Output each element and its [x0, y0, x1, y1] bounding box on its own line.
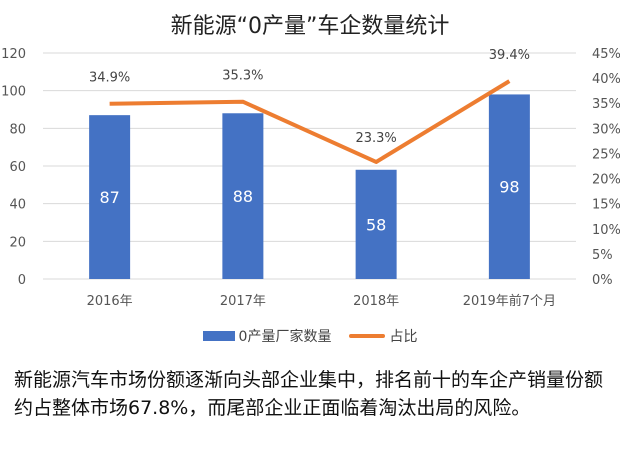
bar-data-label: 87	[99, 188, 119, 207]
y-right-tick-label: 35%	[592, 97, 620, 112]
y-right-tick-label: 20%	[592, 173, 620, 188]
bar	[488, 94, 530, 279]
chart-title: 新能源“0产量”车企数量统计	[170, 14, 450, 39]
y-left-tick-label: 40	[9, 198, 26, 213]
y-right-tick-label: 10%	[592, 223, 620, 238]
legend-swatch-line	[349, 334, 386, 338]
y-right-tick-label: 30%	[592, 122, 620, 137]
line-data-label: 35.3%	[222, 69, 263, 84]
bar-data-label: 58	[366, 215, 386, 234]
legend-item-line: 占比	[349, 326, 417, 346]
legend: 0产量厂家数量 占比	[0, 326, 620, 346]
y-right-tick-label: 45%	[592, 47, 620, 62]
chart: 0 20 40 60 80 100 120 0% 5% 10% 15% 20% 25% 30% 35% 40%…	[1, 47, 620, 309]
line-series	[109, 79, 511, 164]
y-right-tick-label: 5%	[592, 248, 613, 263]
bar-data-label: 98	[499, 178, 519, 197]
bar	[355, 169, 397, 279]
legend-label-bar: 0产量厂家数量	[238, 329, 332, 345]
bar	[222, 113, 264, 280]
line-data-label: 34.9%	[89, 71, 130, 86]
caption: 新能源汽车市场份额逐渐向头部企业集中，排名前十的车企产销量份额约占整体市场67.…	[14, 369, 604, 419]
y-left-tick-label: 20	[9, 235, 26, 250]
y-left-tick-label: 100	[1, 85, 26, 100]
y-left-tick-label: 120	[1, 47, 26, 62]
legend-label-line: 占比	[389, 329, 418, 345]
x-tick-label: 2019年前7个月	[463, 293, 556, 309]
bar	[89, 115, 131, 280]
x-tick-label: 2016年	[87, 294, 133, 309]
y-right-tick-label: 0%	[592, 273, 613, 288]
line-data-label: 39.4%	[489, 48, 530, 63]
y-right-tick-label: 25%	[592, 147, 620, 162]
x-tick-label: 2017年	[220, 294, 266, 309]
legend-swatch-bar	[202, 331, 235, 341]
y-left-tick-label: 60	[9, 160, 26, 175]
legend-item-bar: 0产量厂家数量	[202, 326, 332, 346]
y-left-tick-label: 0	[18, 273, 26, 288]
line-data-label: 23.3%	[355, 131, 396, 146]
y-right-tick-label: 40%	[592, 72, 620, 87]
bar-data-label: 88	[233, 187, 253, 206]
y-left-tick-label: 80	[9, 122, 26, 137]
y-right-tick-label: 15%	[592, 198, 620, 213]
x-tick-label: 2018年	[353, 294, 399, 309]
